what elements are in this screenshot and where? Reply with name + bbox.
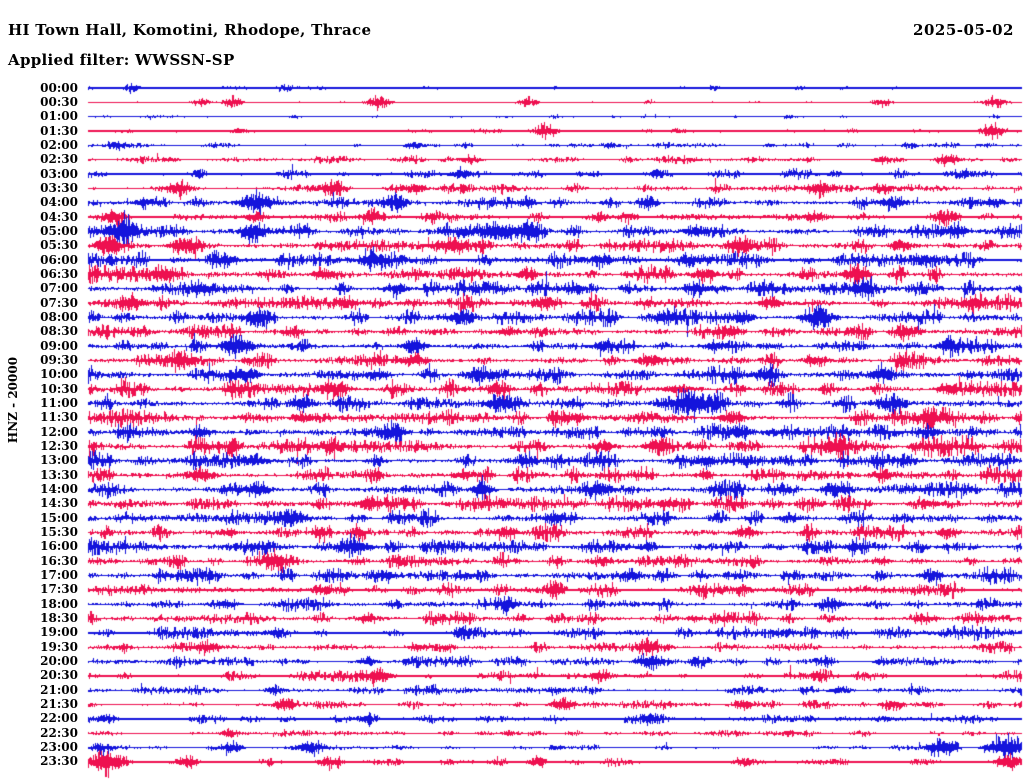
time-label: 01:30: [40, 123, 78, 138]
time-label: 00:00: [40, 80, 78, 95]
time-label: 04:30: [40, 209, 78, 224]
time-label: 22:30: [40, 725, 78, 740]
time-label: 06:00: [40, 252, 78, 267]
time-label: 20:30: [40, 668, 78, 683]
time-label: 10:30: [40, 381, 78, 396]
time-label: 02:00: [40, 137, 78, 152]
date-label: 2025-05-02: [913, 21, 1014, 39]
time-label: 13:00: [40, 453, 78, 468]
filter-label: Applied filter: WWSSN-SP: [8, 51, 235, 69]
time-label: 11:00: [40, 395, 78, 410]
time-label: 14:00: [40, 482, 78, 497]
time-label: 08:30: [40, 324, 78, 339]
time-label: 01:00: [40, 109, 78, 124]
time-label: 21:00: [40, 682, 78, 697]
channel-scale-label: HNZ - 20000: [6, 356, 20, 444]
time-label: 17:30: [40, 582, 78, 597]
time-label: 05:30: [40, 238, 78, 253]
time-label: 06:30: [40, 266, 78, 281]
time-label: 09:30: [40, 352, 78, 367]
time-label: 17:00: [40, 568, 78, 583]
time-label: 12:30: [40, 439, 78, 453]
time-label: 22:00: [40, 711, 78, 726]
time-label: 20:00: [40, 654, 78, 669]
time-label: 12:00: [40, 424, 78, 439]
time-label: 10:00: [40, 367, 78, 382]
time-label: 16:30: [40, 553, 78, 568]
time-label: 15:30: [40, 525, 78, 540]
time-label: 23:00: [40, 740, 78, 755]
time-label: 03:00: [40, 166, 78, 181]
time-label: 07:00: [40, 281, 78, 296]
time-label: 13:30: [40, 467, 78, 482]
time-label: 21:30: [40, 697, 78, 712]
time-label: 15:00: [40, 510, 78, 525]
time-label: 16:00: [40, 539, 78, 554]
time-label: 07:30: [40, 295, 78, 310]
time-label: 08:00: [40, 309, 78, 324]
time-label: 00:30: [40, 94, 78, 109]
time-label: 11:30: [40, 410, 78, 425]
time-label: 14:30: [40, 496, 78, 511]
time-label: 23:30: [40, 754, 78, 769]
time-label: 03:30: [40, 180, 78, 195]
time-label: 02:30: [40, 152, 78, 167]
time-label: 18:30: [40, 611, 78, 626]
time-label: 04:00: [40, 195, 78, 210]
time-label: 09:00: [40, 338, 78, 353]
station-title: HI Town Hall, Komotini, Rhodope, Thrace: [8, 21, 372, 39]
time-label: 05:00: [40, 223, 78, 238]
time-label: 18:00: [40, 596, 78, 611]
time-label: 19:00: [40, 625, 78, 640]
time-label: 19:30: [40, 639, 78, 654]
